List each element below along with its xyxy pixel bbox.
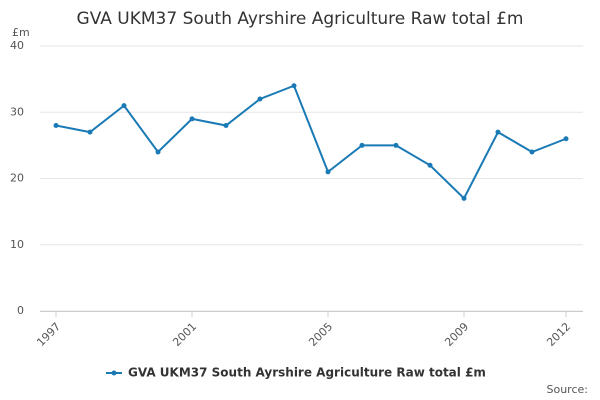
chart-title: GVA UKM37 South Ayrshire Agriculture Raw… — [77, 9, 524, 29]
data-line — [55, 84, 567, 201]
y-tick-label: 10 — [10, 238, 24, 251]
data-point — [155, 149, 161, 155]
x-tick-label: 2001 — [170, 320, 199, 349]
legend-label: GVA UKM37 South Ayrshire Agriculture Raw… — [128, 366, 486, 380]
x-tick-label: 2005 — [306, 320, 335, 349]
y-tick-label: 40 — [10, 39, 24, 52]
x-tick-label: 2009 — [442, 320, 471, 349]
data-point — [223, 123, 229, 128]
data-point — [325, 169, 331, 175]
data-point — [495, 129, 501, 135]
source: Source: — [547, 383, 589, 396]
data-point — [427, 162, 433, 168]
y-tick-label: 0 — [17, 304, 24, 317]
data-point — [257, 96, 263, 102]
data-point — [87, 129, 93, 135]
data-point — [461, 195, 467, 201]
data-point — [359, 142, 365, 148]
y-axis-label: £m — [12, 26, 30, 39]
data-point — [291, 83, 297, 89]
data-point — [393, 142, 399, 148]
data-point — [563, 136, 569, 142]
x-tick-label: 2012 — [544, 320, 573, 349]
data-point — [53, 123, 59, 128]
data-point — [121, 103, 127, 109]
legend-marker — [111, 370, 117, 376]
x-tick-label: 1997 — [34, 320, 63, 349]
y-tick-label: 30 — [10, 105, 24, 118]
data-point — [189, 116, 195, 122]
data-point — [529, 149, 535, 155]
y-tick-label: 20 — [10, 172, 24, 185]
